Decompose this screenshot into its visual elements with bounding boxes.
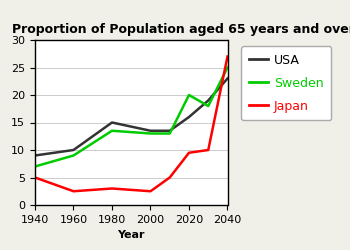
Sweden xyxy=(110,129,114,132)
Japan xyxy=(148,190,153,193)
Sweden xyxy=(187,94,191,96)
Legend: USA, Sweden, Japan: USA, Sweden, Japan xyxy=(241,46,331,120)
USA xyxy=(206,99,210,102)
USA xyxy=(148,129,153,132)
Line: USA: USA xyxy=(35,78,228,156)
USA xyxy=(71,148,76,152)
USA xyxy=(187,116,191,118)
Sweden xyxy=(168,132,172,135)
Japan xyxy=(206,148,210,152)
USA xyxy=(33,154,37,157)
Japan xyxy=(225,55,230,58)
Sweden xyxy=(33,165,37,168)
Line: Sweden: Sweden xyxy=(35,68,228,166)
Sweden xyxy=(206,104,210,108)
X-axis label: Year: Year xyxy=(118,230,145,240)
USA xyxy=(225,77,230,80)
Sweden xyxy=(148,132,153,135)
Sweden xyxy=(71,154,76,157)
Japan xyxy=(71,190,76,193)
Japan xyxy=(110,187,114,190)
USA xyxy=(168,129,172,132)
Line: Japan: Japan xyxy=(35,56,228,191)
Japan xyxy=(168,176,172,179)
Japan xyxy=(33,176,37,179)
USA xyxy=(110,121,114,124)
Sweden xyxy=(225,66,230,69)
Japan xyxy=(187,151,191,154)
Text: Proportion of Population aged 65 years and over: Proportion of Population aged 65 years a… xyxy=(12,23,350,36)
